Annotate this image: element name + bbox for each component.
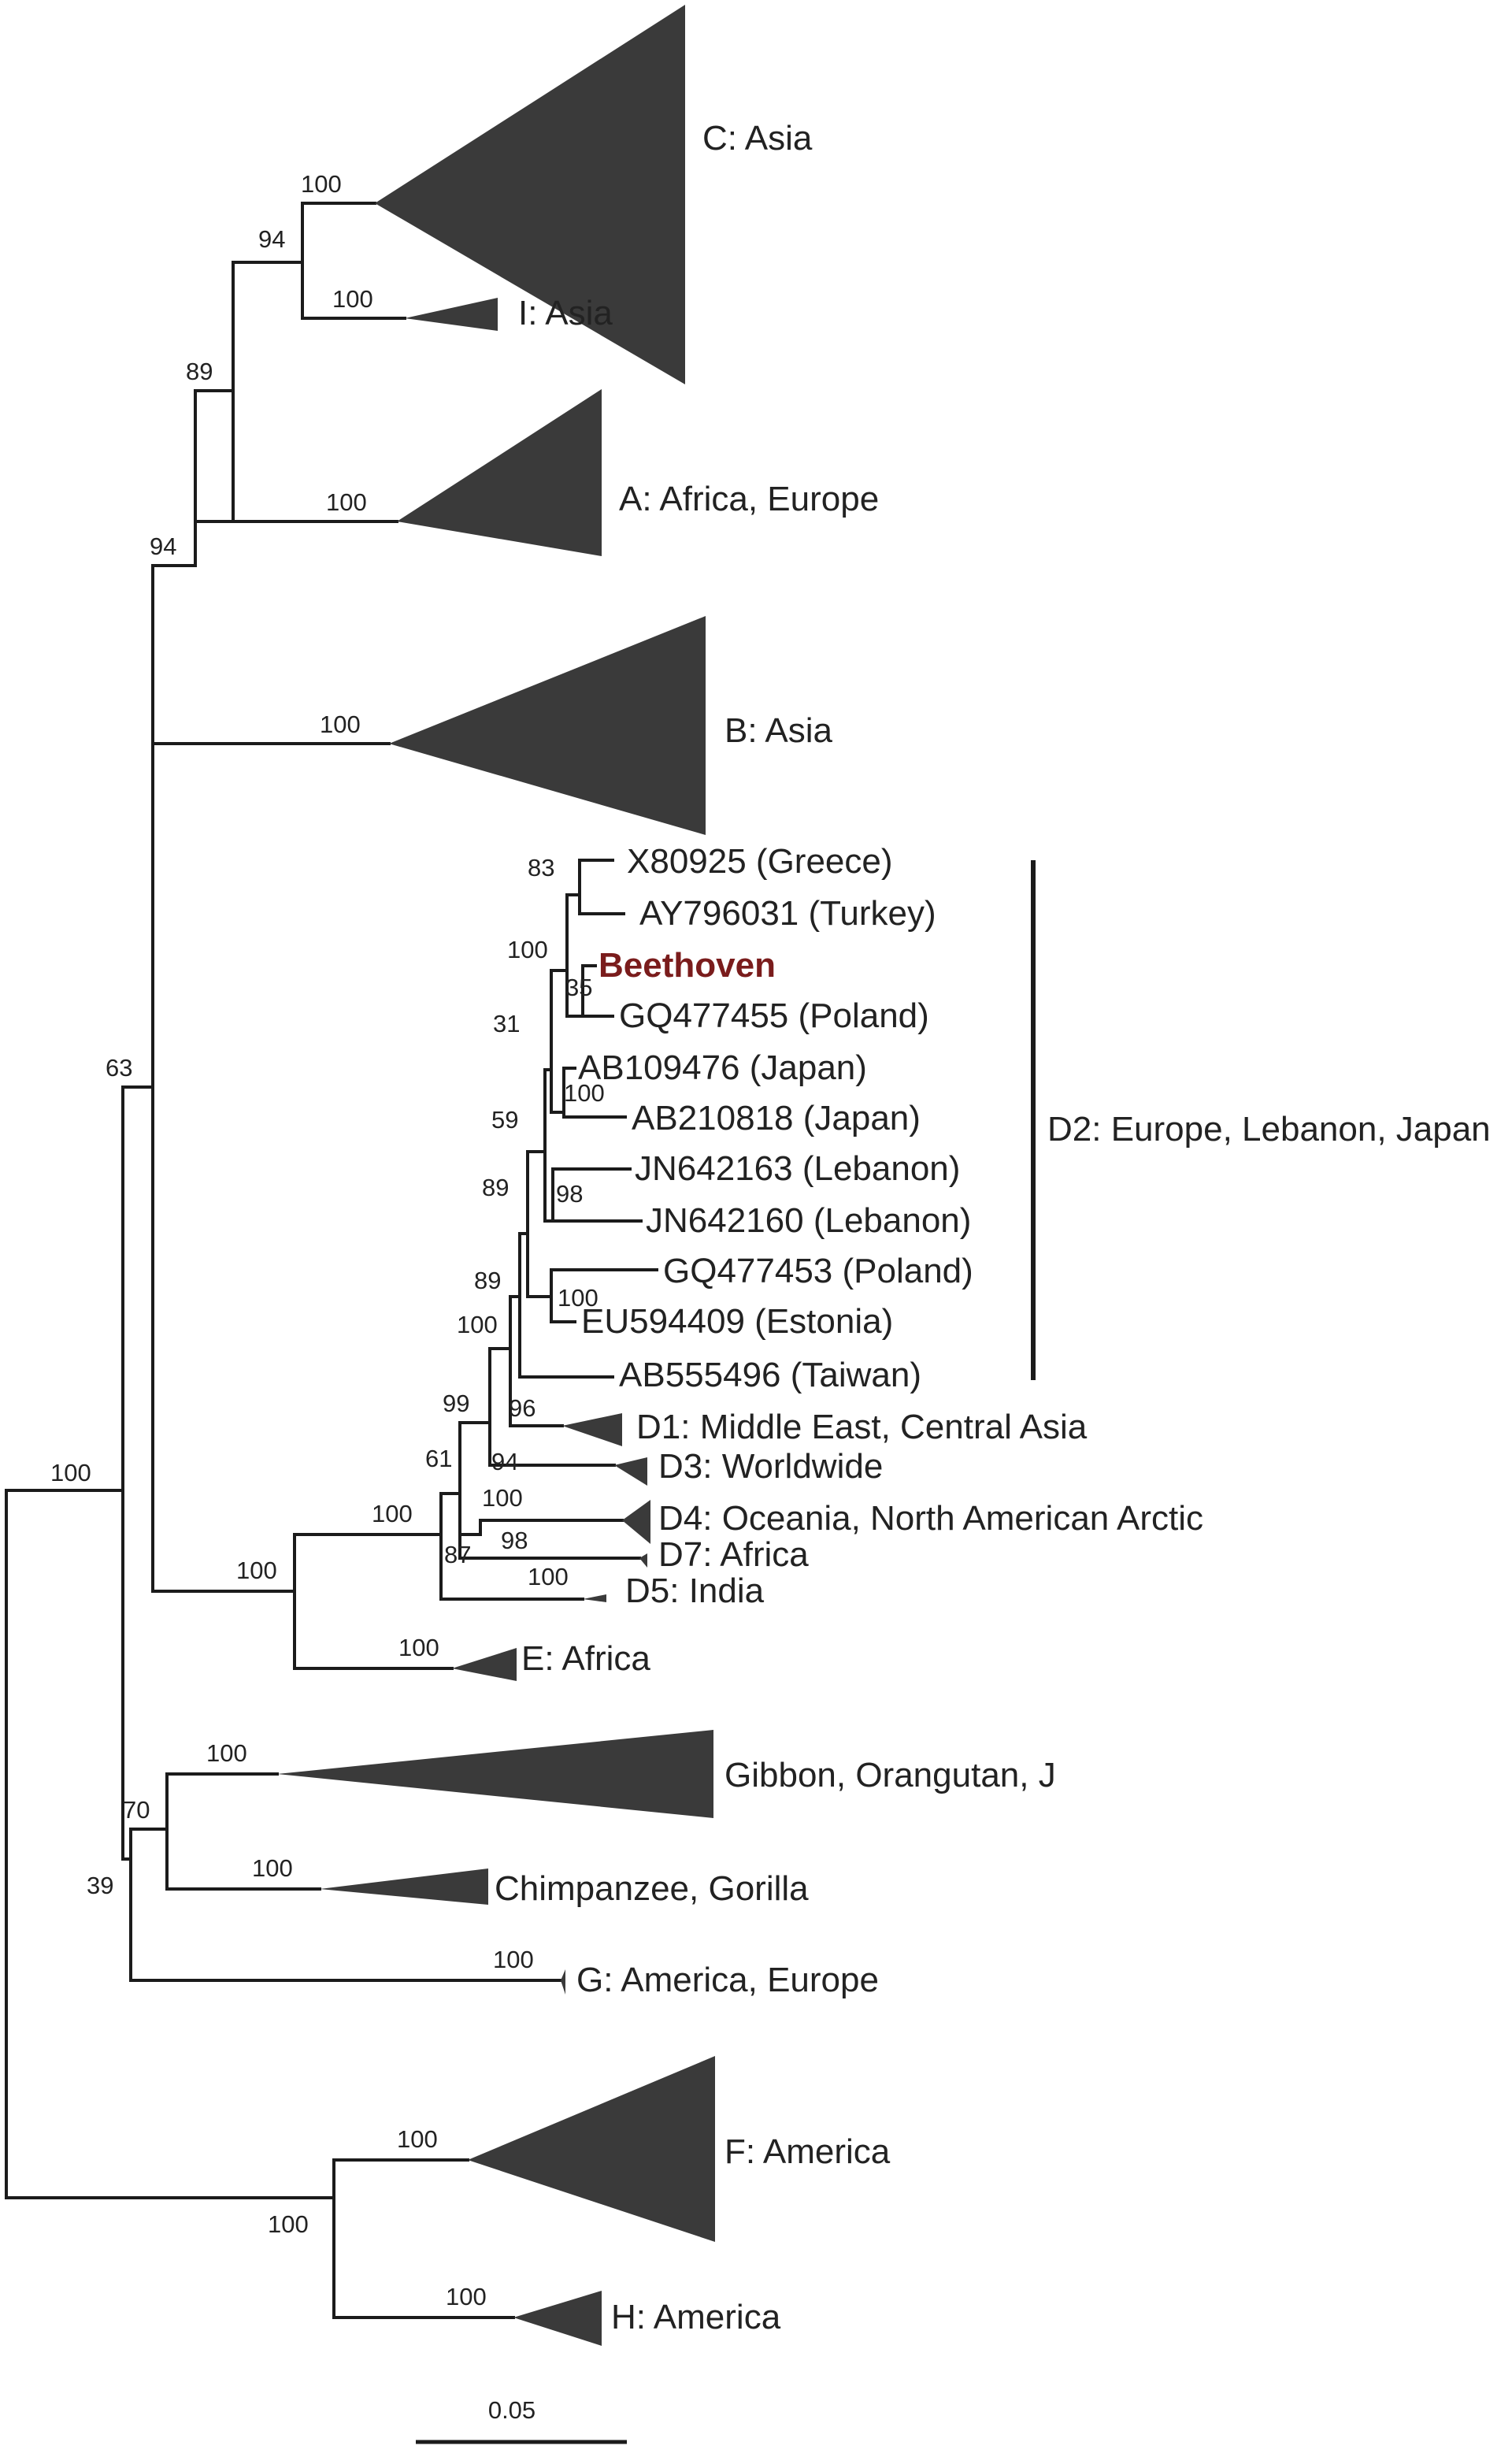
tree-branches — [5, 202, 658, 2319]
support-value: 100 — [507, 936, 548, 963]
taxon-label: AY796031 (Turkey) — [639, 894, 936, 933]
support-value: 98 — [501, 1527, 528, 1554]
clade-label-d7: D7: Africa — [658, 1535, 809, 1574]
clade-label-gibbon: Gibbon, Orangutan, J — [724, 1756, 1056, 1794]
support-value: 100 — [268, 2210, 309, 2238]
clade-triangle-h — [513, 2291, 602, 2346]
clade-triangle-a — [397, 389, 602, 556]
support-value: 96 — [509, 1394, 536, 1422]
taxon-label: GQ477455 (Poland) — [619, 996, 929, 1035]
support-value: 100 — [236, 1557, 277, 1584]
scale-bar-label: 0.05 — [488, 2396, 536, 2424]
clade-triangle-d1 — [562, 1413, 622, 1446]
support-value: 100 — [320, 711, 361, 738]
support-value: 94 — [150, 533, 176, 560]
support-value: 98 — [556, 1180, 583, 1208]
support-value: 99 — [443, 1390, 469, 1417]
support-value: 61 — [425, 1445, 452, 1472]
clade-label-h: H: America — [611, 2298, 781, 2336]
clade-label-a: A: Africa, Europe — [619, 480, 879, 518]
support-value: 100 — [326, 488, 367, 516]
collapsed-clades — [277, 5, 715, 2346]
clade-label-f: F: America — [724, 2132, 891, 2171]
clade-label-e: E: Africa — [521, 1639, 650, 1678]
support-value: 89 — [482, 1174, 509, 1201]
support-value: 100 — [482, 1484, 523, 1512]
support-value: 100 — [457, 1311, 498, 1338]
clade-triangle-g — [561, 1969, 565, 1995]
support-value: 63 — [106, 1054, 132, 1082]
support-value: 31 — [493, 1010, 520, 1037]
clade-triangle-c — [375, 5, 685, 384]
clade-label-i: I: Asia — [518, 294, 613, 332]
support-value: 94 — [258, 225, 285, 253]
clade-label-g: G: America, Europe — [576, 1961, 879, 1999]
taxon-label: X80925 (Greece) — [627, 842, 893, 881]
taxon-label-beethoven: Beethoven — [598, 946, 776, 985]
clade-triangle-gibbon — [277, 1730, 713, 1818]
support-value: 100 — [252, 1854, 293, 1882]
support-value: 100 — [372, 1500, 413, 1527]
clade-label-chimp: Chimpanzee, Gorilla — [495, 1869, 809, 1908]
taxon-label: AB210818 (Japan) — [632, 1099, 921, 1137]
tip-labels: C: Asia I: Asia A: Africa, Europe B: Asi… — [495, 119, 1203, 2336]
clade-triangle-f — [468, 2056, 715, 2242]
support-value: 100 — [493, 1946, 534, 1973]
clade-triangle-chimp — [320, 1869, 488, 1905]
support-value: 35 — [565, 974, 592, 1001]
support-value: 70 — [123, 1796, 150, 1824]
clade-label-d3: D3: Worldwide — [658, 1447, 883, 1486]
support-value: 100 — [558, 1284, 598, 1312]
clade-triangle-e — [452, 1648, 517, 1681]
support-value: 87 — [444, 1541, 471, 1568]
taxon-label: JN642160 (Lebanon) — [646, 1201, 971, 1240]
support-value: 39 — [87, 1872, 113, 1899]
support-value: 100 — [528, 1563, 569, 1590]
clade-triangle-d3 — [614, 1457, 647, 1486]
taxon-label: EU594409 (Estonia) — [581, 1302, 893, 1341]
support-value: 59 — [491, 1106, 518, 1134]
clade-triangle-d5 — [583, 1594, 606, 1602]
support-value: 100 — [397, 2125, 438, 2153]
taxon-label: GQ477453 (Poland) — [663, 1252, 973, 1290]
support-value: 89 — [474, 1267, 501, 1294]
support-value: 100 — [50, 1459, 91, 1486]
support-value: 89 — [186, 358, 213, 385]
support-value: 83 — [528, 854, 554, 881]
clade-triangle-i — [405, 298, 498, 331]
clade-label-b: B: Asia — [724, 711, 832, 750]
support-value: 94 — [491, 1448, 518, 1475]
clade-triangle-d4 — [622, 1500, 650, 1544]
taxon-label: AB109476 (Japan) — [578, 1048, 867, 1087]
support-value: 100 — [206, 1739, 247, 1767]
clade-label-c: C: Asia — [702, 119, 813, 158]
clade-triangle-d7 — [639, 1553, 647, 1568]
support-value: 100 — [301, 170, 342, 198]
clade-label-d1: D1: Middle East, Central Asia — [636, 1408, 1088, 1446]
support-value: 100 — [398, 1634, 439, 1661]
support-values: 100 63 94 89 94 100 100 100 100 100 100 … — [50, 170, 605, 2310]
support-value: 100 — [332, 285, 373, 313]
taxon-label: AB555496 (Taiwan) — [619, 1356, 921, 1394]
taxon-label: JN642163 (Lebanon) — [635, 1149, 960, 1188]
support-value: 100 — [446, 2283, 487, 2310]
d2-group-label: D2: Europe, Lebanon, Japan — [1047, 1110, 1491, 1149]
clade-triangle-b — [389, 616, 706, 835]
support-value: 100 — [564, 1079, 605, 1107]
clade-label-d4: D4: Oceania, North American Arctic — [658, 1499, 1203, 1538]
clade-label-d5: D5: India — [625, 1572, 765, 1610]
